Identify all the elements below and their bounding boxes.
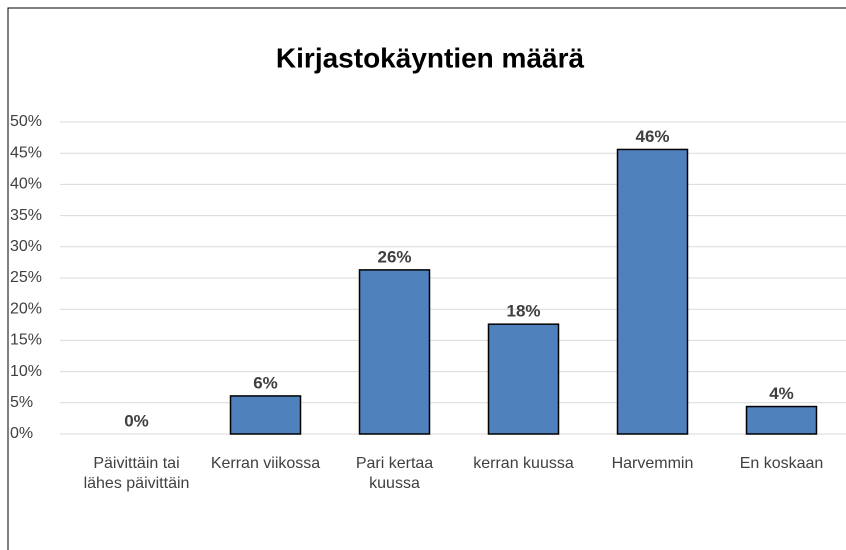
bar bbox=[487, 323, 560, 435]
y-tick-label: 10% bbox=[10, 363, 42, 380]
y-tick-label: 50% bbox=[10, 113, 42, 130]
x-tick-label: En koskaan bbox=[739, 455, 824, 472]
y-tick-label: 15% bbox=[10, 332, 42, 349]
data-label: 46% bbox=[635, 127, 669, 146]
y-tick-label: 20% bbox=[10, 300, 42, 317]
data-label: 26% bbox=[377, 247, 411, 266]
data-label: 18% bbox=[506, 302, 540, 321]
y-tick-label: 25% bbox=[10, 269, 42, 286]
bar bbox=[745, 405, 818, 435]
y-tick-label: 45% bbox=[10, 144, 42, 161]
x-tick-label: Pari kertaa kuussa bbox=[355, 455, 434, 492]
x-tick-label: Harvemmin bbox=[611, 455, 694, 472]
data-label: 6% bbox=[253, 373, 278, 392]
y-tick-label: 0% bbox=[10, 425, 33, 442]
y-tick-label: 35% bbox=[10, 207, 42, 224]
chart-frame bbox=[7, 7, 846, 550]
x-tick-label: Kerran viikossa bbox=[210, 455, 321, 472]
chart-title: Kirjastokäyntien määrä bbox=[276, 42, 585, 73]
x-tick-label: Päivittäin tai lähes päivittäin bbox=[83, 455, 190, 492]
data-label: 4% bbox=[769, 384, 794, 403]
data-label: 0% bbox=[124, 411, 149, 430]
bar bbox=[229, 395, 302, 435]
bar bbox=[616, 148, 689, 435]
y-tick-label: 40% bbox=[10, 176, 42, 193]
x-tick-label: kerran kuussa bbox=[473, 455, 574, 472]
y-tick-label: 30% bbox=[10, 238, 42, 255]
y-tick-label: 5% bbox=[10, 394, 33, 411]
bar bbox=[358, 269, 431, 435]
